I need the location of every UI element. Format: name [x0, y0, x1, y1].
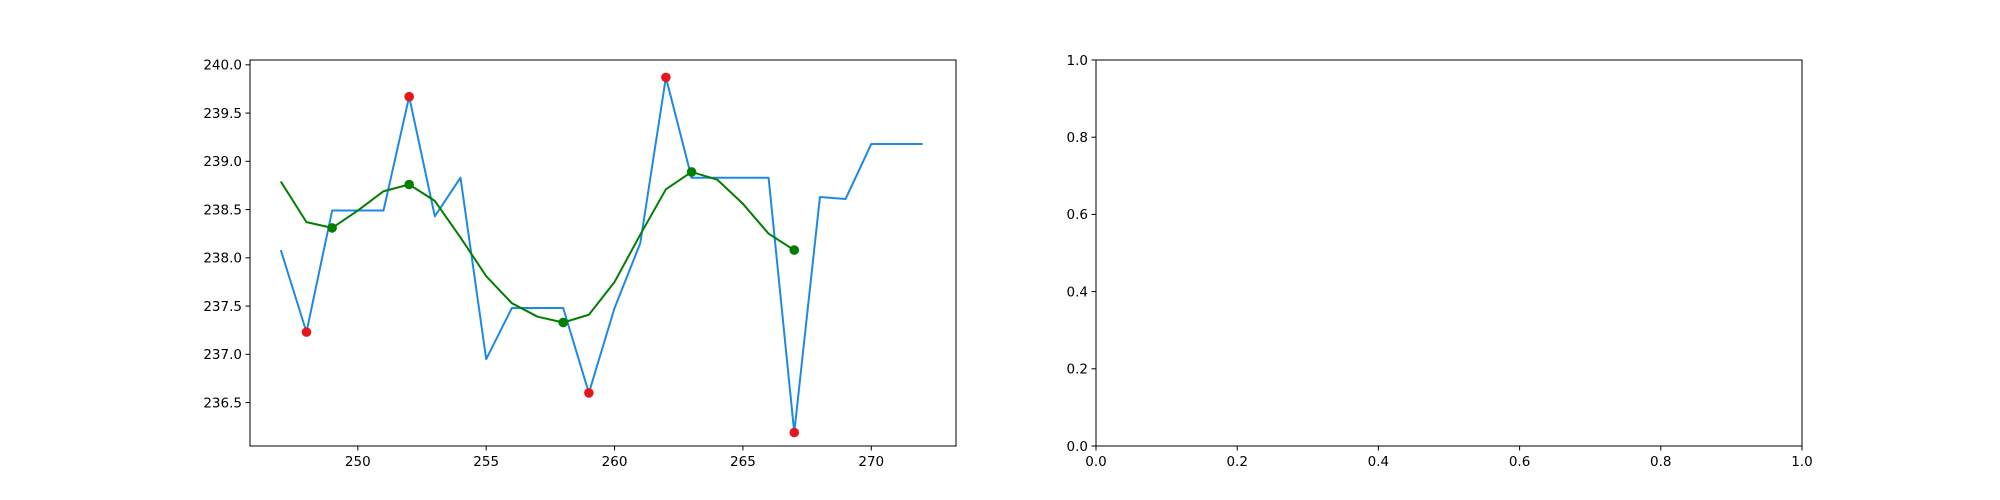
left-series-2-point [558, 317, 569, 328]
right-x-tick-label: 0.4 [1368, 454, 1389, 470]
right-plot-area [1096, 60, 1802, 446]
right-y-tick-label: 0.0 [1067, 439, 1088, 455]
left-series-2-point [789, 245, 800, 255]
left-series-3-point [404, 91, 414, 102]
right-chart-axes: 0.0 0.2 0.4 0.6 0.8 1.0 0.0 0.2 0.4 0.6 0.8 1.0 [1067, 53, 1813, 470]
left-plot-area [250, 60, 956, 446]
right-x-tick-label: 1.0 [1791, 454, 1812, 470]
right-y-tick-label: 0.8 [1067, 130, 1088, 146]
right-x-tick-label: 0.8 [1650, 454, 1671, 470]
right-axes-frame [1095, 59, 1803, 447]
right-x-tick-label: 0.6 [1509, 454, 1530, 470]
right-y-tick-label: 0.4 [1067, 284, 1088, 300]
left-x-tick-label: 260 [602, 454, 628, 470]
left-series-3-point [789, 427, 800, 438]
right-x-tick-label: 0.2 [1226, 454, 1247, 470]
left-axes-frame [249, 59, 957, 447]
right-y-tick-label: 1.0 [1067, 53, 1088, 69]
left-series-3-point [661, 72, 671, 83]
left-y-tick-label: 237.0 [203, 347, 242, 363]
left-y-tick-label: 237.5 [203, 299, 242, 315]
left-y-tick-label: 236.5 [203, 395, 242, 411]
left-series-2-point [686, 167, 697, 177]
left-series-3-point [301, 327, 312, 337]
left-series-3-point [584, 388, 594, 398]
left-y-tick-label: 238.5 [203, 202, 242, 218]
right-x-tick-label: 0.0 [1085, 454, 1106, 470]
right-y-tick-label: 0.6 [1067, 207, 1088, 223]
left-y-tick-label: 239.5 [203, 106, 242, 122]
left-y-tick-label: 239.0 [203, 154, 242, 170]
left-x-tick-label: 270 [858, 454, 884, 470]
left-x-tick-label: 250 [345, 454, 371, 470]
left-x-tick-label: 265 [730, 454, 756, 470]
left-series-1-line [279, 170, 795, 324]
left-y-tick-label: 238.0 [203, 251, 242, 267]
right-y-tick-label: 0.2 [1067, 362, 1088, 378]
left-series-2-point [404, 179, 414, 190]
left-series-0-line [279, 76, 923, 434]
left-x-tick-label: 255 [473, 454, 499, 470]
left-y-tick-label: 240.0 [203, 58, 242, 74]
left-chart-axes: 250 255 260 265 270 236.5 237.0 237.5 238.0 238.5… [203, 58, 957, 470]
left-series-2-point [327, 223, 337, 233]
